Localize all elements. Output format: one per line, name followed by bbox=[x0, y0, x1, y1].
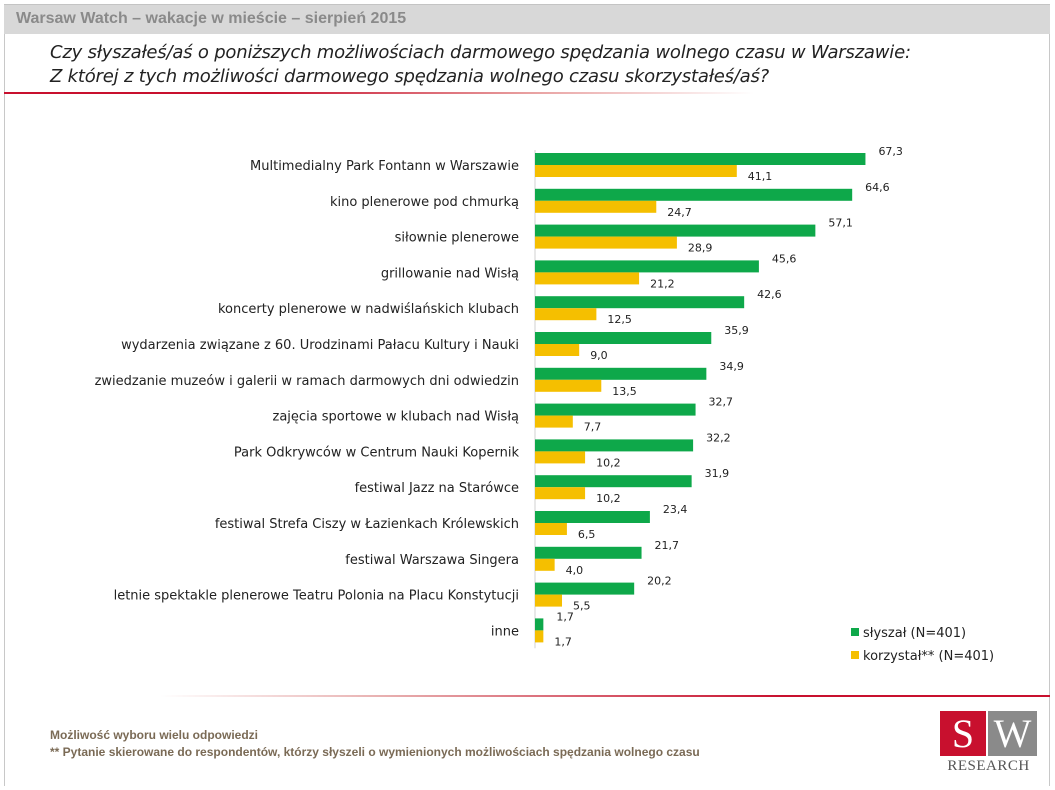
bar-used bbox=[535, 451, 586, 464]
logo-letter-w: W bbox=[988, 711, 1037, 756]
bar-heard bbox=[535, 439, 694, 452]
footnote-multiple-answers: Możliwość wyboru wielu odpowiedzi bbox=[50, 728, 259, 742]
data-label-used: 7,7 bbox=[584, 421, 602, 434]
category-label: zajęcia sportowe w klubach nad Wisłą bbox=[273, 410, 520, 425]
data-label-heard: 67,3 bbox=[878, 145, 903, 158]
bar-used bbox=[535, 523, 567, 535]
data-label-heard: 1,7 bbox=[556, 610, 574, 623]
data-label-used: 10,2 bbox=[596, 456, 621, 469]
bar-heard bbox=[535, 367, 707, 380]
data-label-used: 1,7 bbox=[554, 635, 572, 648]
bar-used bbox=[535, 236, 677, 249]
category-label: festiwal Strefa Ciszy w Łazienkach Króle… bbox=[215, 517, 519, 532]
data-label-heard: 21,7 bbox=[655, 539, 680, 552]
category-label: Park Odkrywców w Centrum Nauki Kopernik bbox=[234, 445, 520, 460]
category-label: siłownie plenerowe bbox=[395, 231, 519, 246]
logo-text: RESEARCH bbox=[947, 758, 1030, 774]
data-label-heard: 31,9 bbox=[705, 467, 730, 480]
bar-used bbox=[535, 630, 544, 643]
category-label: wydarzenia związane z 60. Urodzinami Pał… bbox=[121, 338, 519, 353]
data-label-heard: 57,1 bbox=[828, 217, 853, 230]
data-label-used: 21,2 bbox=[650, 277, 675, 290]
bar-heard bbox=[535, 618, 544, 631]
data-label-used: 28,9 bbox=[688, 242, 713, 255]
data-label-heard: 32,2 bbox=[706, 431, 731, 444]
data-label-used: 12,5 bbox=[607, 313, 632, 326]
bar-used bbox=[535, 200, 657, 213]
data-label-heard: 64,6 bbox=[865, 181, 890, 194]
bar-heard bbox=[535, 546, 642, 559]
data-label-used: 13,5 bbox=[612, 385, 637, 398]
bar-used bbox=[535, 558, 555, 571]
category-label: zwiedzanie muzeów i galerii w ramach dar… bbox=[95, 374, 519, 389]
question-line-1: Czy słyszałeś/aś o poniższych możliwości… bbox=[50, 42, 911, 63]
data-label-used: 10,2 bbox=[596, 492, 621, 505]
frame-left-border bbox=[4, 34, 5, 786]
question-line-2: Z której z tych możliwości darmowego spę… bbox=[50, 66, 769, 87]
data-label-heard: 42,6 bbox=[757, 288, 782, 301]
legend-label-heard: słyszał (N=401) bbox=[863, 626, 966, 641]
bar-used bbox=[535, 487, 586, 500]
bar-used bbox=[535, 594, 563, 607]
bar-heard bbox=[535, 511, 650, 523]
red-divider-bottom bbox=[160, 695, 1050, 697]
bar-heard bbox=[535, 224, 816, 237]
data-label-heard: 45,6 bbox=[772, 252, 797, 265]
bar-used bbox=[535, 379, 602, 392]
data-label-heard: 20,2 bbox=[647, 575, 672, 588]
category-label: koncerty plenerowe w nadwiślańskich klub… bbox=[218, 302, 519, 317]
bar-heard bbox=[535, 260, 759, 273]
bar-used bbox=[535, 415, 573, 428]
bar-used bbox=[535, 165, 737, 177]
category-label: grillowanie nad Wisłą bbox=[381, 266, 519, 281]
category-label: festiwal Jazz na Starówce bbox=[355, 481, 519, 496]
category-label: letnie spektakle plenerowe Teatru Poloni… bbox=[114, 589, 519, 604]
chart-legend: słyszał (N=401) korzystał** (N=401) bbox=[851, 626, 994, 664]
frame-right-border bbox=[1049, 34, 1050, 786]
data-label-used: 5,5 bbox=[573, 600, 591, 613]
red-divider-top bbox=[4, 92, 754, 94]
footnote-question-target: ** Pytanie skierowane do respondentów, k… bbox=[50, 745, 700, 759]
bar-heard bbox=[535, 332, 712, 344]
bar-heard bbox=[535, 475, 692, 488]
bar-heard bbox=[535, 296, 745, 309]
legend-swatch-heard bbox=[851, 628, 859, 636]
data-label-heard: 32,7 bbox=[709, 396, 734, 409]
data-label-used: 24,7 bbox=[667, 206, 692, 219]
data-label-heard: 23,4 bbox=[663, 503, 688, 516]
bar-heard bbox=[535, 153, 866, 165]
data-label-used: 4,0 bbox=[566, 564, 584, 577]
category-label: inne bbox=[491, 624, 519, 639]
header-bar: Warsaw Watch – wakacje w mieście – sierp… bbox=[4, 4, 1050, 34]
bar-used bbox=[535, 344, 580, 356]
category-label: Multimedialny Park Fontann w Warszawie bbox=[250, 159, 519, 174]
category-label: kino plenerowe pod chmurką bbox=[330, 195, 519, 210]
legend-swatch-used bbox=[851, 651, 859, 659]
logo-letter-s: S bbox=[940, 711, 986, 756]
bar-used bbox=[535, 308, 597, 321]
data-label-used: 6,5 bbox=[578, 528, 596, 541]
data-label-heard: 35,9 bbox=[724, 324, 749, 337]
bar-heard bbox=[535, 403, 696, 416]
bar-chart: Multimedialny Park Fontann w Warszawie 67… bbox=[95, 145, 995, 664]
data-label-used: 9,0 bbox=[590, 349, 608, 362]
bar-used bbox=[535, 272, 640, 285]
data-label-used: 41,1 bbox=[748, 170, 773, 183]
bar-heard bbox=[535, 188, 853, 201]
header-title: Warsaw Watch – wakacje w mieście – sierp… bbox=[16, 10, 407, 27]
legend-label-used: korzystał** (N=401) bbox=[863, 649, 994, 664]
data-label-heard: 34,9 bbox=[719, 360, 744, 373]
chart-marks: Multimedialny Park Fontann w Warszawie 67… bbox=[95, 145, 903, 648]
bar-heard bbox=[535, 582, 635, 595]
category-label: festiwal Warszawa Singera bbox=[345, 553, 519, 568]
sw-research-logo: S W RESEARCH bbox=[940, 711, 1037, 775]
